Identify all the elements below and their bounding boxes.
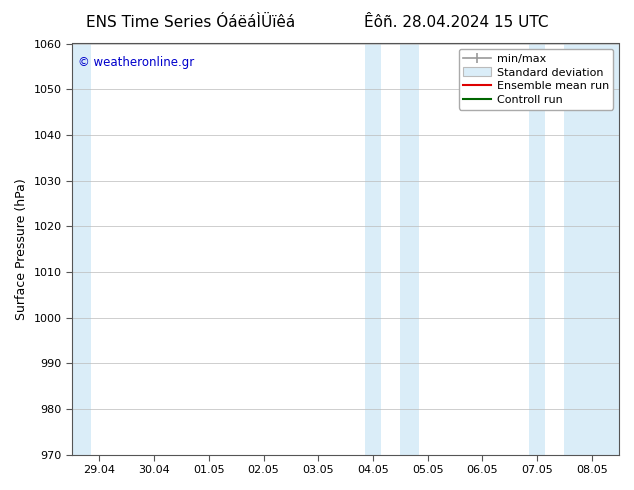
Text: Êôñ. 28.04.2024 15 UTC: Êôñ. 28.04.2024 15 UTC xyxy=(364,15,549,30)
Bar xyxy=(564,44,619,455)
Y-axis label: Surface Pressure (hPa): Surface Pressure (hPa) xyxy=(15,178,28,320)
Legend: min/max, Standard deviation, Ensemble mean run, Controll run: min/max, Standard deviation, Ensemble me… xyxy=(459,49,614,110)
Bar xyxy=(529,44,545,455)
Text: ENS Time Series ÓáëáÌÜïêá: ENS Time Series ÓáëáÌÜïêá xyxy=(86,15,295,30)
Text: © weatheronline.gr: © weatheronline.gr xyxy=(77,56,194,69)
Bar xyxy=(365,44,381,455)
Bar xyxy=(72,44,91,455)
Bar xyxy=(400,44,419,455)
